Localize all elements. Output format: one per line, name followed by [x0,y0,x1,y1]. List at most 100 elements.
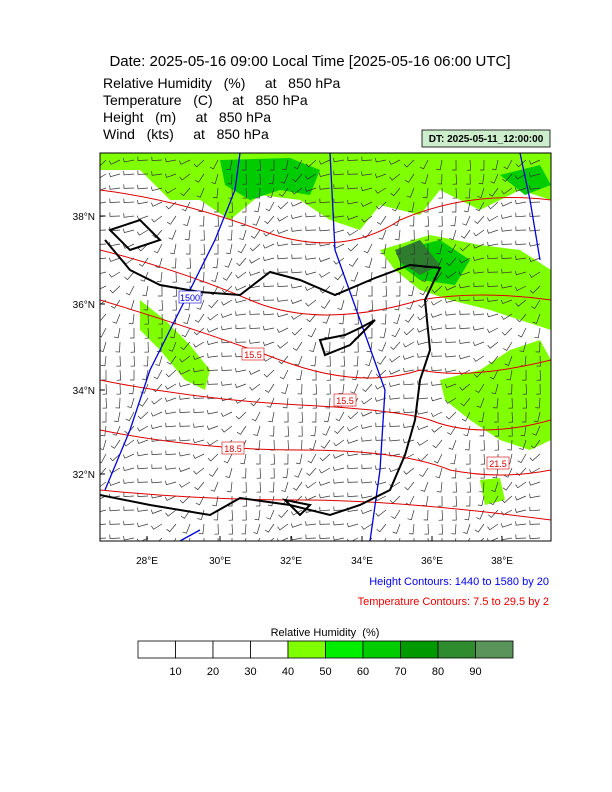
wind-barb [294,355,303,366]
wind-barb [436,159,443,171]
wind-barb [348,257,359,267]
wind-barb [430,313,443,318]
wind-barb [374,480,387,486]
wind-barb [181,201,191,212]
wind-barb [404,313,415,323]
wind-barb [487,523,499,531]
wind-barb [171,257,177,269]
wind-barb [529,520,541,525]
wind-barb [403,467,415,475]
wind-barb [108,172,121,178]
header-line: Wind (kts) at 850 hPa [103,126,269,142]
wind-barb [277,268,289,273]
wind-barb [110,439,121,449]
wind-barb [123,536,135,541]
wind-barb [305,159,317,168]
wind-barb [319,453,331,462]
wind-barb [214,202,219,213]
wind-barb [389,355,401,363]
wind-barb [208,299,219,309]
wind-barb [531,299,541,309]
wind-barb [487,297,499,302]
dt-box [421,129,551,148]
wind-barb [452,495,458,507]
wind-barb [211,173,219,185]
wind-barb [309,341,317,353]
wind-barb [347,243,359,252]
wind-barb [346,215,359,220]
wind-barb [360,201,373,207]
wind-barb [464,509,471,521]
wind-barb [248,369,261,375]
wind-barb [116,369,122,381]
wind-barb [150,201,163,207]
wind-barb [408,201,415,213]
wind-barb [366,341,373,353]
wind-barb [263,229,275,237]
wind-barb [438,215,443,227]
wind-barb [142,369,149,381]
wind-barb [242,160,247,171]
header-line: Temperature (C) at 850 hPa [103,92,308,108]
wind-barb [116,383,121,395]
wind-barb [325,341,331,353]
wind-barb [108,159,121,165]
wind-barb [382,285,388,297]
wind-barb [444,285,457,291]
wind-barb [402,438,415,444]
wind-barb [211,271,219,283]
wind-barb [166,215,177,225]
wind-barb [449,229,457,241]
wind-barb [486,215,499,222]
wind-barb [242,481,247,493]
wind-barb [122,453,135,459]
wind-barb [403,394,415,399]
wind-barb [478,411,485,423]
wind-barb [291,535,303,541]
wind-barb [462,215,471,226]
wind-barb [266,509,275,520]
wind-barb [516,467,527,476]
wind-barb [184,229,191,241]
colorbar-box [137,640,176,659]
wind-barb [144,313,149,325]
wind-barb [100,243,107,245]
wind-barb [236,257,247,267]
wind-barb [194,173,205,183]
wind-barb [403,367,415,373]
wind-barb [445,397,457,404]
wind-barb [165,450,177,455]
wind-barb [194,313,205,323]
wind-barb [156,341,163,353]
wind-barb [519,439,527,450]
wind-barb [408,523,415,535]
wind-barb [214,244,219,255]
wind-barb [256,453,261,465]
wind-barb [459,283,471,289]
wind-barb [487,282,499,287]
wind-barb [212,257,219,269]
wind-barb [305,481,317,489]
wind-barb [278,187,289,197]
wind-barb [100,523,107,526]
wind-barb [534,327,541,339]
wind-barb [477,187,485,199]
colorbar-box [175,640,214,659]
wind-barb [391,327,401,338]
wind-barb [100,285,107,290]
wind-barb [361,171,373,176]
wind-barb [417,313,429,321]
wind-barb [466,159,472,171]
wind-barb [194,481,205,491]
wind-barb [402,355,415,360]
wind-barb [473,269,485,274]
wind-barb [476,509,485,520]
wind-barb [431,381,443,386]
wind-barb [431,338,443,344]
wind-barb [250,397,261,407]
wind-barb [347,200,359,205]
wind-barb [501,254,513,259]
wind-barb [361,437,373,442]
wind-barb [307,453,317,464]
colorbar-box [325,640,364,659]
